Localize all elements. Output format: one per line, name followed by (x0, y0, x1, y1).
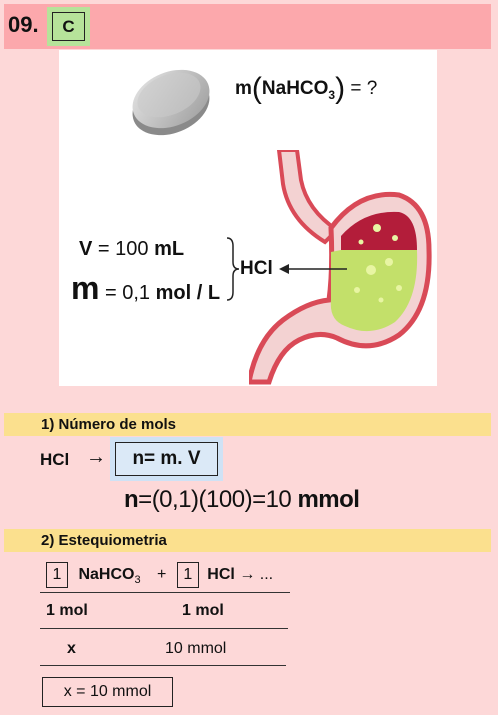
coef-nahco3: 1 (46, 562, 68, 588)
formula-box: n= m. V (115, 442, 218, 476)
step1-species: HCl (40, 450, 70, 469)
section-stoichiometry: 2) Estequiometria (4, 529, 491, 552)
hcl-label: HCl (240, 258, 273, 279)
divider-1 (40, 592, 290, 593)
brace-icon (226, 237, 240, 301)
section-number-of-moles: 1) Número de mols (4, 413, 491, 436)
answer-letter: C (52, 12, 85, 41)
stomach-icon (249, 150, 432, 385)
coef-hcl: 1 (176, 562, 199, 588)
question-number: 09. (8, 12, 39, 37)
divider-2 (40, 628, 288, 629)
step1-arrow: → (86, 446, 106, 468)
tablet-icon (132, 69, 210, 136)
figure-panel: m(NaHCO3) = ? V = 100 mL m = 0,1 mol / L… (59, 50, 437, 386)
formula-highlight: n= m. V (110, 437, 223, 481)
row2-left: x (67, 640, 76, 657)
row2-right: 10 mmol (165, 640, 227, 657)
divider-3 (40, 665, 286, 666)
row1-right: 1 mol (182, 602, 224, 619)
arrow-left-icon (279, 264, 347, 274)
answer-box: C (47, 7, 90, 46)
result-box: x = 10 mmol (42, 677, 173, 707)
volume-label: V = 100 mL (79, 238, 185, 260)
row1-left: 1 mol (46, 602, 88, 619)
mass-question: m(NaHCO3) = ? (235, 72, 378, 105)
reaction-equation: 1 NaHCO3 + 1 HCl → ... (46, 562, 273, 588)
molarity-label: m = 0,1 mol / L (71, 270, 221, 306)
mol-calculation: n=(0,1)(100)=10 mmol (124, 486, 360, 513)
